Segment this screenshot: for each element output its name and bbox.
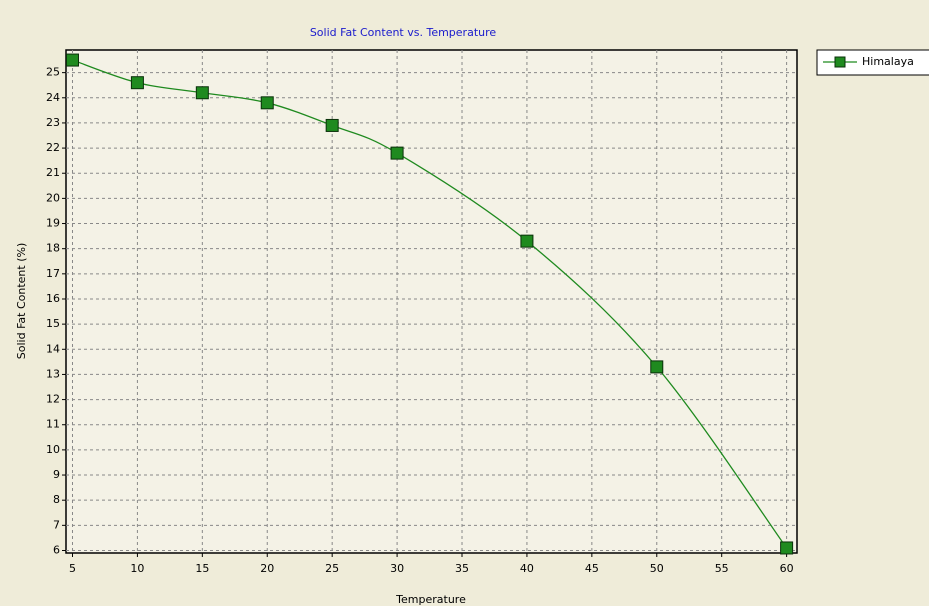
point [780,541,794,555]
y-tick-label: 13 [46,367,60,380]
y-tick-label: 15 [46,317,60,330]
y-tick-label: 21 [46,166,60,179]
x-tick-label: 5 [69,562,76,575]
y-tick-label: 10 [46,443,60,456]
x-tick-label: 50 [650,562,664,575]
x-tick-label: 15 [195,562,209,575]
legend-swatch [834,56,846,68]
plot-area [65,49,798,554]
y-tick-label: 12 [46,393,60,406]
x-tick-label: 35 [455,562,469,575]
x-tick-label: 60 [780,562,794,575]
y-tick-label: 8 [53,493,60,506]
y-tick-label: 22 [46,141,60,154]
x-tick-label: 40 [520,562,534,575]
y-tick-label: 17 [46,267,60,280]
point [650,360,664,374]
point [390,146,404,160]
point [65,53,79,67]
point [195,86,209,100]
point [260,96,274,110]
x-axis-label: Temperature [395,593,466,606]
legend: Himalaya [816,49,929,76]
x-tick-label: 10 [130,562,144,575]
y-tick-label: 25 [46,66,60,79]
legend-label: Himalaya [862,55,914,68]
chart-title: Solid Fat Content vs. Temperature [310,26,497,39]
x-tick-label: 25 [325,562,339,575]
y-tick-label: 18 [46,242,60,255]
x-tick-label: 30 [390,562,404,575]
point [130,76,144,90]
y-axis-label: Solid Fat Content (%) [15,243,28,359]
y-tick-label: 23 [46,116,60,129]
x-tick-label: 20 [260,562,274,575]
y-tick-label: 19 [46,217,60,230]
x-tick-label: 45 [585,562,599,575]
point [325,118,339,132]
point [520,234,534,248]
y-tick-label: 24 [46,91,60,104]
y-tick-label: 9 [53,468,60,481]
y-tick-label: 6 [53,543,60,556]
y-tick-label: 7 [53,518,60,531]
y-tick-label: 20 [46,191,60,204]
y-tick-label: 11 [46,418,60,431]
y-tick-label: 16 [46,292,60,305]
y-tick-label: 14 [46,342,60,355]
x-tick-label: 55 [715,562,729,575]
